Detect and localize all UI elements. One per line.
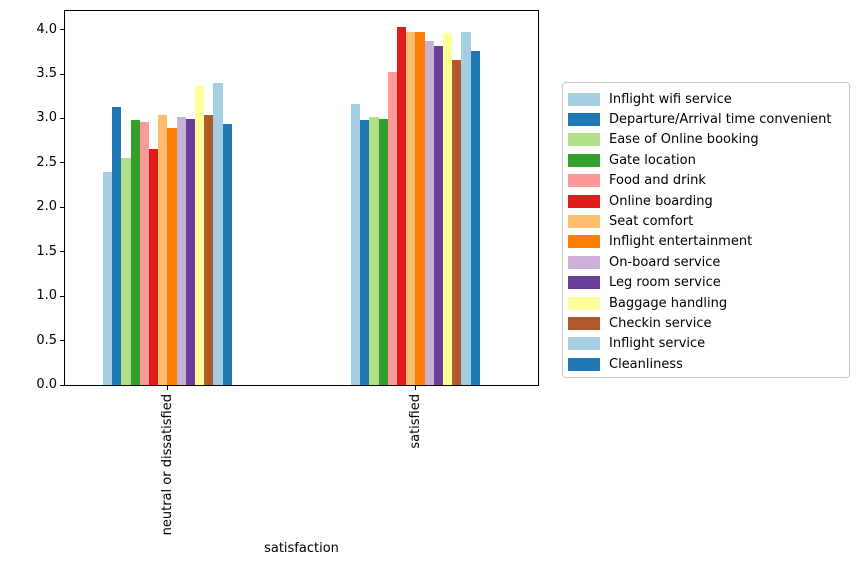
legend-swatch [568, 235, 600, 249]
legend-label: Inflight entertainment [609, 234, 753, 250]
legend-swatch [568, 133, 600, 147]
legend-swatch [568, 92, 600, 106]
legend-label: Baggage handling [609, 295, 728, 311]
bar [149, 148, 159, 385]
y-tick [60, 340, 64, 342]
x-tick-label: satisfied [407, 394, 423, 449]
legend-swatch [568, 153, 600, 167]
x-axis-title: satisfaction [264, 541, 339, 556]
legend-label: Checkin service [609, 315, 712, 331]
plot-area: 0.0 0.5 1.0 1.5 2.0 2.5 3.0 3.5 4.0 neutral or di… [36, 10, 539, 535]
bar [195, 85, 205, 385]
legend-swatch [568, 194, 600, 208]
bar [112, 106, 122, 385]
legend-swatch [568, 113, 600, 127]
legend-row: Cleanliness [568, 354, 849, 374]
legend-swatch [568, 215, 600, 229]
y-tick-label: 1.0 [36, 288, 57, 304]
y-tick-label: 0.0 [36, 377, 57, 392]
legend-label: Inflight wifi service [609, 91, 732, 107]
legend-label: Cleanliness [609, 356, 683, 372]
bar [167, 128, 177, 385]
y-tick-label: 3.5 [36, 66, 57, 82]
legend-swatch [568, 255, 600, 269]
legend-row: Gate location [568, 150, 849, 170]
legend-swatch [568, 276, 600, 290]
bar [406, 32, 416, 385]
legend-label: Leg room service [609, 275, 721, 291]
bar [452, 59, 462, 385]
bar [424, 41, 434, 385]
y-tick [60, 206, 64, 208]
legend-row: Inflight wifi service [568, 89, 849, 109]
y-tick [60, 251, 64, 253]
legend-label: Departure/Arrival time convenient [609, 112, 832, 128]
y-tick-label: 2.0 [36, 199, 57, 215]
bar [433, 45, 444, 385]
legend-row: Food and drink [568, 171, 849, 191]
bar [130, 120, 140, 385]
legend-swatch [568, 357, 600, 371]
bar [158, 114, 168, 385]
legend-label: Gate location [609, 152, 696, 168]
y-tick [60, 162, 64, 164]
bar [415, 32, 425, 385]
legend: Inflight wifi service Departure/Arrival t… [562, 82, 850, 378]
bar [378, 119, 388, 385]
bar [387, 72, 398, 385]
y-tick [60, 384, 64, 386]
bar [351, 104, 361, 385]
legend-label: Inflight service [609, 336, 706, 352]
y-tick-label: 4.0 [36, 21, 57, 37]
bar [204, 114, 214, 385]
legend-swatch [568, 174, 600, 188]
legend-row: Leg room service [568, 273, 849, 293]
bar [470, 50, 480, 385]
bar [185, 119, 196, 385]
bar [369, 116, 379, 385]
bar [213, 82, 223, 385]
legend-row: On-board service [568, 252, 849, 272]
legend-row: Inflight entertainment [568, 232, 849, 252]
legend-row: Departure/Arrival time convenient [568, 109, 849, 129]
legend-row: Inflight service [568, 334, 849, 354]
legend-row: Baggage handling [568, 293, 849, 313]
y-tick-label: 3.0 [36, 110, 57, 126]
legend-row: Online boarding [568, 191, 849, 211]
x-tick [166, 386, 168, 390]
y-tick [60, 73, 64, 75]
y-tick-label: 1.5 [36, 243, 57, 259]
legend-swatch [568, 296, 600, 310]
legend-label: Online boarding [609, 193, 713, 209]
bar [360, 120, 370, 385]
legend-label: Food and drink [609, 173, 706, 189]
y-tick [60, 117, 64, 119]
bar [176, 116, 186, 385]
bar-group-2 [351, 27, 480, 385]
y-tick [60, 295, 64, 297]
legend-row: Ease of Online booking [568, 130, 849, 150]
bar-group-1 [103, 82, 232, 385]
bar [103, 171, 113, 385]
bar [121, 157, 131, 385]
legend-swatch [568, 337, 600, 351]
y-tick-label: 2.5 [36, 154, 57, 170]
bar [139, 122, 150, 385]
legend-row: Checkin service [568, 313, 849, 333]
bar [443, 33, 453, 385]
y-tick-label: 0.5 [36, 332, 57, 348]
legend-label: Seat comfort [609, 214, 694, 230]
x-tick-label: neutral or dissatisfied [159, 394, 175, 536]
legend-row: Seat comfort [568, 211, 849, 231]
y-tick [60, 29, 64, 31]
bar [461, 32, 471, 385]
x-tick [414, 386, 416, 390]
bar [397, 27, 407, 385]
legend-swatch [568, 316, 600, 330]
bar [222, 123, 232, 385]
legend-label: On-board service [609, 254, 721, 270]
legend-label: Ease of Online booking [609, 132, 759, 148]
